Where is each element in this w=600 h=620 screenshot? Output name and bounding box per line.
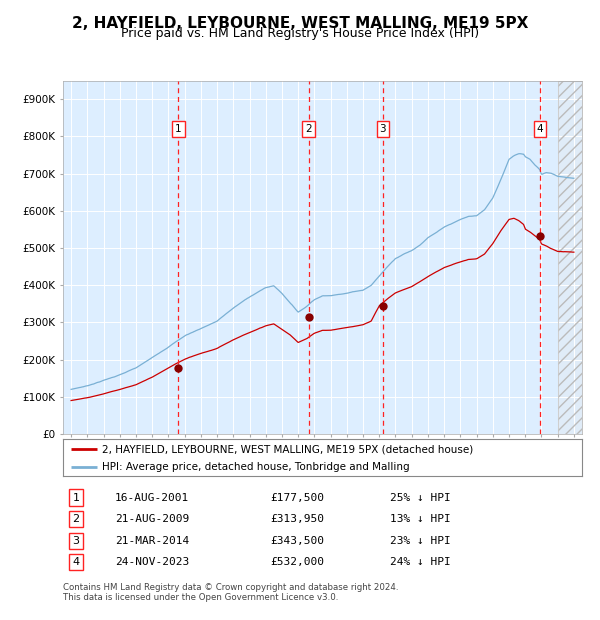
Text: Contains HM Land Registry data © Crown copyright and database right 2024.: Contains HM Land Registry data © Crown c… <box>63 583 398 592</box>
Text: 21-AUG-2009: 21-AUG-2009 <box>115 514 189 524</box>
Text: 1: 1 <box>175 124 182 134</box>
Text: 2: 2 <box>73 514 80 524</box>
Text: 25% ↓ HPI: 25% ↓ HPI <box>390 492 451 503</box>
Text: 4: 4 <box>73 557 80 567</box>
Text: 21-MAR-2014: 21-MAR-2014 <box>115 536 189 546</box>
Text: 2: 2 <box>305 124 312 134</box>
Text: This data is licensed under the Open Government Licence v3.0.: This data is licensed under the Open Gov… <box>63 593 338 603</box>
Text: 3: 3 <box>380 124 386 134</box>
Text: 24% ↓ HPI: 24% ↓ HPI <box>390 557 451 567</box>
Bar <box>557 81 582 434</box>
Text: 2, HAYFIELD, LEYBOURNE, WEST MALLING, ME19 5PX (detached house): 2, HAYFIELD, LEYBOURNE, WEST MALLING, ME… <box>102 445 473 454</box>
Text: 13% ↓ HPI: 13% ↓ HPI <box>390 514 451 524</box>
Text: HPI: Average price, detached house, Tonbridge and Malling: HPI: Average price, detached house, Tonb… <box>102 462 410 472</box>
Bar <box>557 81 582 434</box>
Text: 3: 3 <box>73 536 79 546</box>
Text: 2, HAYFIELD, LEYBOURNE, WEST MALLING, ME19 5PX: 2, HAYFIELD, LEYBOURNE, WEST MALLING, ME… <box>72 16 528 30</box>
Text: 16-AUG-2001: 16-AUG-2001 <box>115 492 189 503</box>
Text: £313,950: £313,950 <box>271 514 325 524</box>
Text: 1: 1 <box>73 492 79 503</box>
Text: 4: 4 <box>536 124 543 134</box>
Text: 23% ↓ HPI: 23% ↓ HPI <box>390 536 451 546</box>
Bar <box>557 81 582 434</box>
Text: £532,000: £532,000 <box>271 557 325 567</box>
Text: £343,500: £343,500 <box>271 536 325 546</box>
Text: 24-NOV-2023: 24-NOV-2023 <box>115 557 189 567</box>
Text: Price paid vs. HM Land Registry's House Price Index (HPI): Price paid vs. HM Land Registry's House … <box>121 27 479 40</box>
Text: £177,500: £177,500 <box>271 492 325 503</box>
